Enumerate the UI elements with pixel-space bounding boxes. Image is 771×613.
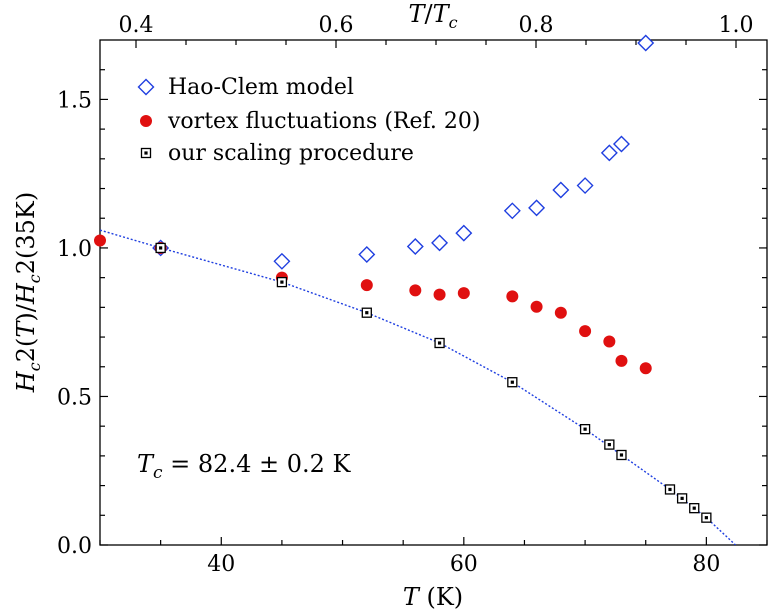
point-hao-clem-model: [528, 199, 546, 217]
square-marker-dot: [692, 506, 696, 510]
plot-frame: [99, 39, 768, 546]
point-vortex-fluctuations-ref-20: [409, 284, 422, 297]
square-marker-dot: [704, 516, 708, 520]
y-tick-label: 1.0: [57, 237, 92, 262]
point-our-scaling-procedure: [507, 377, 518, 388]
point-our-scaling-procedure: [604, 439, 615, 450]
point-vortex-fluctuations-ref-20: [639, 362, 652, 375]
data-marks: [94, 34, 712, 523]
point-our-scaling-procedure: [276, 276, 288, 288]
tc-annotation: Tc = 82.4 ± 0.2 K: [137, 450, 352, 483]
legend-label-vortex-fluctuations-ref-20: vortex fluctuations (Ref. 20): [167, 109, 480, 134]
point-our-scaling-procedure: [616, 449, 627, 461]
point-our-scaling-procedure: [579, 423, 591, 435]
top-tick-label: 0.6: [319, 13, 354, 38]
point-vortex-fluctuations-ref-20: [457, 287, 470, 300]
point-our-scaling-procedure: [689, 503, 700, 514]
square-marker-dot: [680, 496, 684, 500]
y-tick-label: 0.0: [57, 534, 92, 559]
fit-line: [100, 229, 736, 545]
y-tick-label: 0.5: [57, 385, 92, 410]
y-tick-label: 1.5: [57, 88, 92, 113]
x-tick-label: 40: [207, 552, 235, 577]
top-tick-label: 1.0: [719, 13, 754, 38]
legend-label-our-scaling-procedure: our scaling procedure: [168, 141, 414, 166]
point-hao-clem-model: [612, 135, 630, 153]
point-hao-clem-model: [552, 181, 570, 199]
point-hao-clem-model: [406, 237, 424, 255]
point-our-scaling-procedure: [701, 512, 712, 523]
point-hao-clem-model: [600, 144, 618, 162]
point-hao-clem-model: [431, 234, 449, 252]
legend: Hao-Clem model vortex fluctuations (Ref. …: [137, 75, 480, 166]
square-marker-dot: [144, 151, 148, 155]
square-marker-dot: [365, 311, 369, 315]
square-marker-dot: [668, 487, 672, 492]
square-marker-dot: [280, 280, 284, 284]
point-our-scaling-procedure: [676, 493, 688, 504]
point-our-scaling-procedure: [361, 307, 372, 318]
point-our-scaling-procedure: [664, 484, 676, 495]
top-axis-title: T/Tc: [408, 0, 457, 32]
point-vortex-fluctuations-ref-20: [433, 288, 446, 301]
legend-marker-vortex-fluctuations-ref-20: [140, 115, 152, 127]
x-tick-label: 60: [450, 552, 478, 577]
point-hao-clem-model: [637, 34, 655, 52]
square-marker-dot: [607, 442, 611, 447]
point-hao-clem-model: [358, 245, 376, 263]
point-vortex-fluctuations-ref-20: [530, 300, 543, 313]
point-our-scaling-procedure: [155, 242, 166, 254]
point-our-scaling-procedure: [434, 337, 445, 349]
legend-label-hao-clem-model: Hao-Clem model: [168, 75, 354, 100]
point-vortex-fluctuations-ref-20: [579, 325, 592, 338]
x-axis-title: T (K): [403, 583, 463, 611]
point-vortex-fluctuations-ref-20: [360, 279, 373, 292]
y-axis-title: Hc2(T)/Hc2(35K): [12, 192, 44, 393]
point-vortex-fluctuations-ref-20: [603, 335, 616, 348]
square-marker-dot: [583, 427, 587, 431]
top-tick-label: 0.4: [119, 13, 154, 38]
point-hao-clem-model: [576, 177, 594, 195]
point-vortex-fluctuations-ref-20: [94, 234, 106, 247]
fit-line-group: [100, 229, 736, 545]
square-marker-dot: [510, 380, 514, 384]
axis-ticks: 40 60 80 0.0 0.5 1.0 1.5 0.4 0.6 0.8 1.0: [57, 13, 768, 577]
point-hao-clem-model: [503, 202, 521, 220]
legend-marker-hao-clem-model: [137, 78, 155, 96]
legend-marker-our-scaling-procedure: [140, 147, 152, 159]
point-hao-clem-model: [273, 252, 291, 270]
point-vortex-fluctuations-ref-20: [615, 354, 628, 367]
square-marker-dot: [437, 341, 442, 345]
top-tick-label: 0.8: [519, 13, 554, 38]
point-vortex-fluctuations-ref-20: [554, 306, 567, 319]
square-marker-dot: [159, 246, 163, 250]
square-marker-dot: [619, 453, 624, 457]
x-tick-label: 80: [692, 552, 720, 577]
point-vortex-fluctuations-ref-20: [506, 290, 519, 303]
point-hao-clem-model: [455, 224, 473, 242]
